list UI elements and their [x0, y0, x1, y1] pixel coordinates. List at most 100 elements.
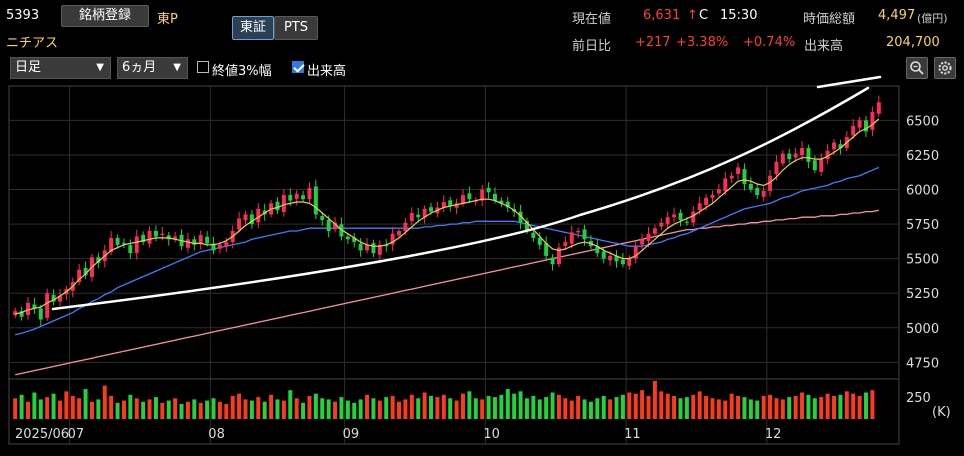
y-tick-label: 5250 — [906, 287, 939, 302]
candle — [153, 231, 158, 237]
chevron-down-icon: ▼ — [173, 62, 181, 73]
candle — [307, 188, 312, 200]
company-name: ニチアス — [6, 36, 59, 51]
volume-bar — [275, 399, 280, 419]
volume-bar — [646, 395, 651, 419]
candle — [147, 231, 152, 244]
volume-bar — [237, 393, 242, 419]
candle — [716, 189, 721, 194]
volume-bar — [620, 394, 625, 419]
volume-bar — [665, 393, 670, 419]
candle — [736, 167, 741, 175]
candle — [531, 232, 536, 238]
candle — [697, 203, 702, 210]
candle — [441, 201, 446, 208]
candle — [486, 187, 491, 193]
tab-pts[interactable]: PTS — [274, 16, 318, 40]
volume-bar — [492, 397, 497, 419]
candle — [26, 302, 30, 316]
candle — [416, 214, 421, 218]
volume-bar — [13, 398, 18, 419]
volume-bar — [684, 397, 689, 419]
y-tick-label: 6500 — [906, 114, 939, 129]
candle — [192, 239, 197, 245]
candle — [301, 195, 306, 200]
volume-bar — [480, 399, 485, 419]
candle — [864, 120, 868, 132]
volume-bar — [550, 392, 555, 419]
candle — [288, 195, 293, 201]
candle — [505, 201, 510, 208]
volume-bar — [569, 400, 574, 419]
volume-bar — [166, 400, 171, 419]
candle — [38, 308, 43, 320]
volume-bar — [461, 393, 465, 419]
tab-tse[interactable]: 東証 — [232, 16, 274, 40]
candle — [96, 257, 101, 263]
volume-bar — [710, 398, 715, 419]
candle — [128, 245, 133, 254]
volume-bar — [211, 398, 216, 419]
volume-bar — [153, 397, 158, 419]
candle — [780, 153, 785, 164]
volume-bar — [224, 404, 229, 419]
magnifier-icon[interactable] — [906, 57, 928, 79]
close-band-checkbox[interactable] — [197, 61, 209, 73]
volume-bar — [736, 395, 741, 419]
volume-bar — [128, 394, 133, 419]
register-stock-button[interactable]: 銘柄登録 — [61, 5, 149, 27]
volume-bar — [678, 398, 683, 419]
candle — [454, 203, 459, 208]
volume-bar — [755, 400, 760, 419]
range-select[interactable]: 6ヵ月 ▼ — [117, 57, 188, 79]
y-tick-label: 6000 — [906, 184, 939, 199]
candle — [352, 237, 357, 243]
candle — [550, 257, 555, 265]
volume-bar — [588, 401, 593, 419]
candle — [448, 200, 453, 207]
candle — [339, 224, 344, 237]
volume-bar — [486, 395, 491, 419]
candle — [620, 259, 625, 265]
volume-bar — [640, 390, 645, 419]
candle — [345, 236, 350, 240]
volume-bar — [556, 394, 561, 419]
candle — [390, 233, 395, 245]
gear-icon[interactable] — [934, 57, 956, 79]
candle — [729, 175, 734, 179]
volume-value: 204,700 — [886, 35, 940, 50]
candle — [121, 243, 126, 245]
candle — [812, 160, 817, 171]
volume-bar — [185, 401, 190, 419]
volume-bar — [748, 399, 753, 419]
volume-bar — [659, 391, 664, 419]
period-select[interactable]: 日足 ▼ — [10, 57, 111, 79]
candle — [275, 201, 280, 211]
candle — [748, 184, 753, 190]
stock-code: 5393 — [6, 8, 40, 23]
candle — [793, 153, 798, 158]
volume-bar — [390, 395, 395, 419]
volume-bar — [582, 399, 587, 419]
candle — [83, 268, 88, 276]
volume-bar — [19, 394, 24, 419]
candle — [211, 243, 216, 251]
candle — [461, 195, 465, 204]
volume-bar — [832, 395, 837, 419]
candle — [608, 255, 613, 261]
volume-bar — [32, 392, 37, 419]
volume-bar — [281, 400, 286, 419]
candle — [819, 159, 824, 172]
candle — [320, 216, 325, 220]
candle — [659, 222, 664, 227]
candle — [742, 169, 747, 184]
volume-unit-label: (K) — [932, 405, 951, 420]
volume-bar — [352, 402, 357, 419]
volume-bar — [64, 391, 69, 419]
volume-checkbox[interactable] — [292, 61, 304, 73]
volume-bar — [633, 393, 638, 419]
candle — [57, 295, 62, 302]
x-tick-label: 2025/06 — [15, 427, 69, 442]
candle — [256, 208, 261, 223]
